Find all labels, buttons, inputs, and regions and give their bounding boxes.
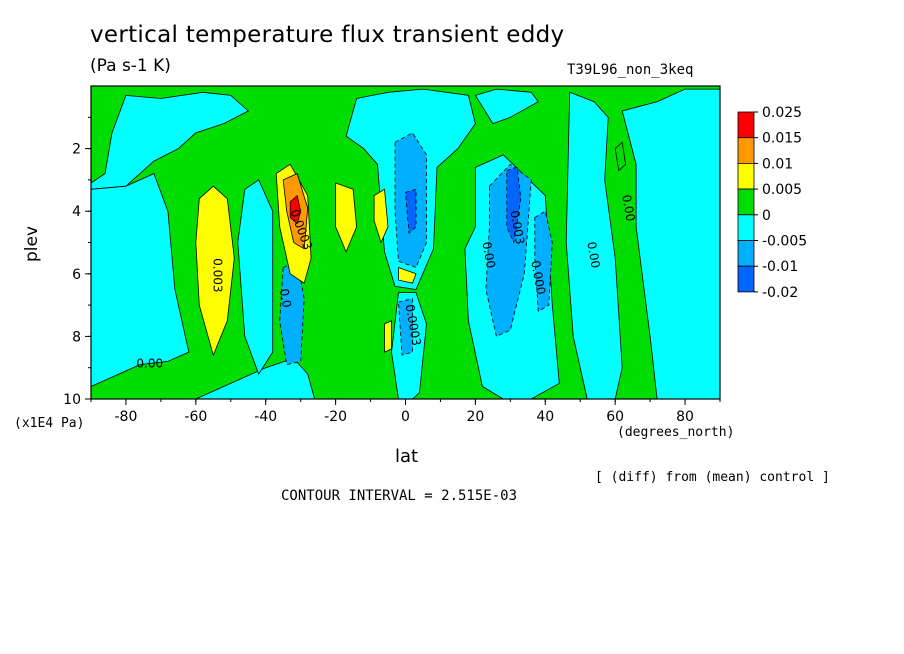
y-axis-unit: (x1E4 Pa) — [14, 416, 85, 431]
region-cyan-far-right — [621, 88, 720, 399]
colorbar-swatch — [737, 137, 755, 164]
x-tick-label: 0 — [401, 409, 410, 425]
y-tick-label: 10 — [63, 392, 81, 408]
region-green-pocket — [614, 141, 627, 172]
colorbar-swatch — [737, 111, 755, 139]
x-tick-label: -20 — [324, 409, 347, 425]
region-cyan-nh-right — [565, 91, 623, 399]
x-axis-label: lat — [395, 446, 419, 467]
region-yellow-sh-low — [384, 320, 392, 353]
region-deepblue-nh — [506, 166, 522, 244]
colorbar-label: 0.025 — [762, 105, 802, 121]
colorbar-swatch — [737, 265, 755, 293]
region-red-sh — [289, 194, 302, 225]
region-yellow-sh — [195, 185, 235, 357]
colorbar-label: 0.01 — [762, 156, 793, 172]
colorbar-label: 0 — [762, 208, 771, 224]
contour-label: 0.00 — [479, 241, 497, 270]
x-tick-label: -80 — [115, 409, 138, 425]
contour-label: 0.00 — [584, 241, 602, 270]
x-tick-label: -60 — [184, 409, 207, 425]
y-tick-label: 4 — [72, 204, 81, 220]
run-label: T39L96_non_3keq — [567, 62, 694, 78]
x-tick-label: 80 — [676, 409, 694, 425]
y-tick-label: 2 — [72, 142, 81, 158]
region-blue-equator-low — [398, 298, 413, 356]
contour-label: 0.003 — [507, 209, 527, 245]
contour-label: 0.00 — [619, 194, 637, 223]
chart-units: (Pa s-1 K) — [90, 56, 171, 76]
colorbar-label: -0.01 — [762, 259, 798, 275]
colorbar-swatch — [737, 162, 755, 190]
colorbar-swatch — [737, 214, 755, 241]
colorbar-label: -0.02 — [762, 285, 798, 301]
region-deepblue-equator — [405, 188, 417, 234]
contour-label: 0.0 — [277, 288, 294, 309]
colorbar-swatch — [737, 188, 755, 216]
region-blue-nh-small — [534, 210, 553, 313]
x-tick-label: 60 — [606, 409, 624, 425]
x-tick-label: -40 — [254, 409, 277, 425]
region-cyan-sh-mid — [237, 179, 274, 375]
region-cyan-nh-top — [474, 88, 539, 125]
contour-fields — [91, 86, 720, 399]
region-yellow-sh-mid — [335, 182, 358, 253]
contour-interval: CONTOUR INTERVAL = 2.515E-03 — [281, 488, 518, 504]
region-cyan-left — [91, 173, 190, 387]
colorbar-swatch — [737, 240, 755, 267]
y-tick-label: 6 — [72, 267, 81, 283]
diff-note: [ (diff) from (mean) control ] — [595, 470, 830, 485]
contour-label: 0.00 — [136, 357, 163, 371]
y-tick-label: 8 — [72, 329, 81, 345]
x-tick-label: 40 — [536, 409, 554, 425]
contour-label: 0.000 — [528, 259, 548, 295]
colorbar-label: 0.015 — [762, 131, 802, 147]
x-tick-label: 20 — [466, 409, 484, 425]
colorbar-label: 0.005 — [762, 182, 802, 198]
region-yellow-sh-small — [373, 188, 389, 244]
region-yellow-equator — [398, 266, 417, 284]
region-cyan-top-left — [91, 91, 250, 190]
contour-label: 0.003 — [210, 258, 224, 292]
x-axis-unit: (degrees_north) — [617, 425, 735, 440]
colorbar-label: -0.005 — [762, 234, 807, 250]
chart-title: vertical temperature flux transient eddy — [90, 22, 565, 48]
